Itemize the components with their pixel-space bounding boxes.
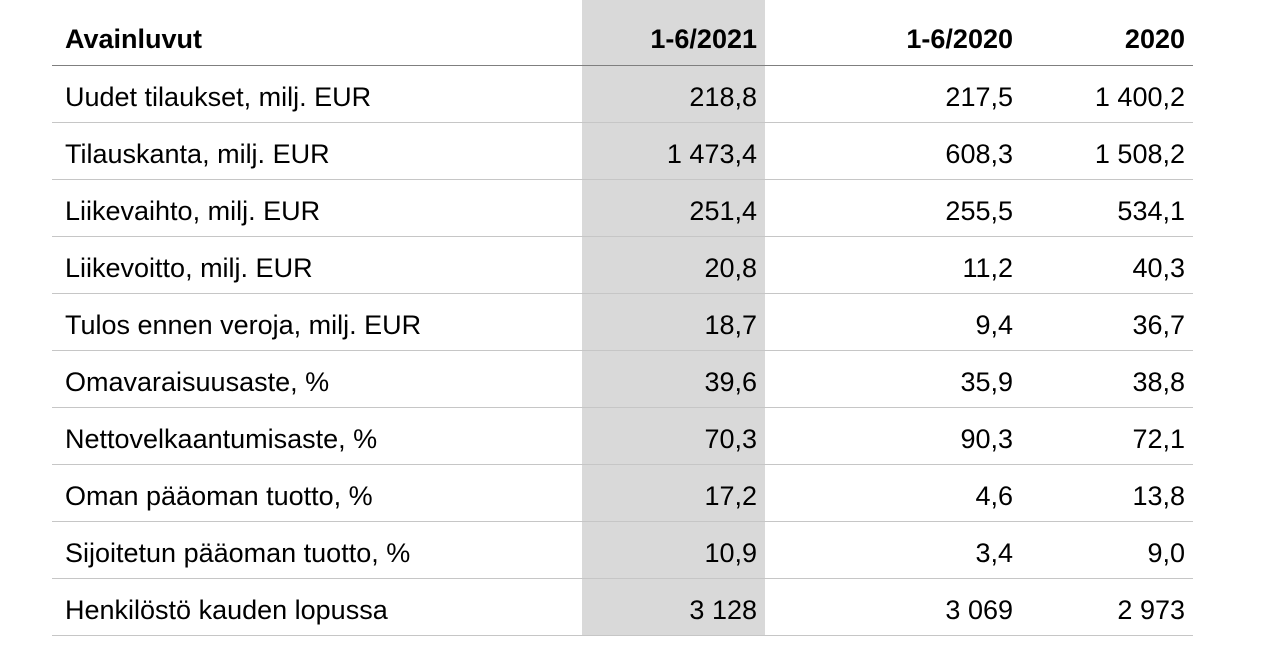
column-header-1-6-2021: 1-6/2021 bbox=[582, 0, 765, 66]
table-header-row: Avainluvut 1-6/2021 1-6/2020 2020 bbox=[52, 0, 1193, 66]
table-row: Sijoitetun pääoman tuotto, % 10,9 3,4 9,… bbox=[52, 521, 1193, 579]
value-2020: 1 400,2 bbox=[1021, 65, 1193, 123]
table-row: Tilauskanta, milj. EUR 1 473,4 608,3 1 5… bbox=[52, 122, 1193, 180]
value-1-6-2020: 9,4 bbox=[765, 293, 1021, 351]
column-header-avainluvut: Avainluvut bbox=[52, 0, 582, 66]
value-1-6-2020: 608,3 bbox=[765, 122, 1021, 180]
value-1-6-2021: 1 473,4 bbox=[582, 122, 765, 180]
value-2020: 36,7 bbox=[1021, 293, 1193, 351]
value-1-6-2020: 217,5 bbox=[765, 65, 1021, 123]
column-header-2020: 2020 bbox=[1021, 0, 1193, 66]
value-1-6-2020: 4,6 bbox=[765, 464, 1021, 522]
value-2020: 9,0 bbox=[1021, 521, 1193, 579]
value-1-6-2020: 11,2 bbox=[765, 236, 1021, 294]
value-1-6-2021: 218,8 bbox=[582, 65, 765, 123]
value-1-6-2020: 3 069 bbox=[765, 578, 1021, 636]
table-row: Nettovelkaantumisaste, % 70,3 90,3 72,1 bbox=[52, 407, 1193, 465]
table-row: Liikevoitto, milj. EUR 20,8 11,2 40,3 bbox=[52, 236, 1193, 294]
key-figures-table: Avainluvut 1-6/2021 1-6/2020 2020 Uudet … bbox=[52, 0, 1193, 636]
table-row: Oman pääoman tuotto, % 17,2 4,6 13,8 bbox=[52, 464, 1193, 522]
value-1-6-2020: 255,5 bbox=[765, 179, 1021, 237]
row-label: Tulos ennen veroja, milj. EUR bbox=[52, 293, 582, 351]
value-2020: 1 508,2 bbox=[1021, 122, 1193, 180]
value-2020: 40,3 bbox=[1021, 236, 1193, 294]
row-label: Tilauskanta, milj. EUR bbox=[52, 122, 582, 180]
value-1-6-2021: 20,8 bbox=[582, 236, 765, 294]
value-1-6-2021: 18,7 bbox=[582, 293, 765, 351]
value-1-6-2020: 3,4 bbox=[765, 521, 1021, 579]
row-label: Liikevoitto, milj. EUR bbox=[52, 236, 582, 294]
row-label: Uudet tilaukset, milj. EUR bbox=[52, 65, 582, 123]
table-row: Omavaraisuusaste, % 39,6 35,9 38,8 bbox=[52, 350, 1193, 408]
value-2020: 534,1 bbox=[1021, 179, 1193, 237]
value-2020: 72,1 bbox=[1021, 407, 1193, 465]
value-1-6-2021: 10,9 bbox=[582, 521, 765, 579]
row-label: Omavaraisuusaste, % bbox=[52, 350, 582, 408]
row-label: Liikevaihto, milj. EUR bbox=[52, 179, 582, 237]
value-2020: 13,8 bbox=[1021, 464, 1193, 522]
value-2020: 2 973 bbox=[1021, 578, 1193, 636]
value-1-6-2021: 70,3 bbox=[582, 407, 765, 465]
row-label: Oman pääoman tuotto, % bbox=[52, 464, 582, 522]
value-1-6-2021: 39,6 bbox=[582, 350, 765, 408]
table-row: Uudet tilaukset, milj. EUR 218,8 217,5 1… bbox=[52, 65, 1193, 123]
value-1-6-2020: 90,3 bbox=[765, 407, 1021, 465]
table-row: Tulos ennen veroja, milj. EUR 18,7 9,4 3… bbox=[52, 293, 1193, 351]
value-1-6-2021: 17,2 bbox=[582, 464, 765, 522]
row-label: Sijoitetun pääoman tuotto, % bbox=[52, 521, 582, 579]
table-row: Henkilöstö kauden lopussa 3 128 3 069 2 … bbox=[52, 578, 1193, 636]
value-1-6-2021: 3 128 bbox=[582, 578, 765, 636]
value-1-6-2020: 35,9 bbox=[765, 350, 1021, 408]
column-header-1-6-2020: 1-6/2020 bbox=[765, 0, 1021, 66]
value-2020: 38,8 bbox=[1021, 350, 1193, 408]
row-label: Nettovelkaantumisaste, % bbox=[52, 407, 582, 465]
table-row: Liikevaihto, milj. EUR 251,4 255,5 534,1 bbox=[52, 179, 1193, 237]
value-1-6-2021: 251,4 bbox=[582, 179, 765, 237]
row-label: Henkilöstö kauden lopussa bbox=[52, 578, 582, 636]
